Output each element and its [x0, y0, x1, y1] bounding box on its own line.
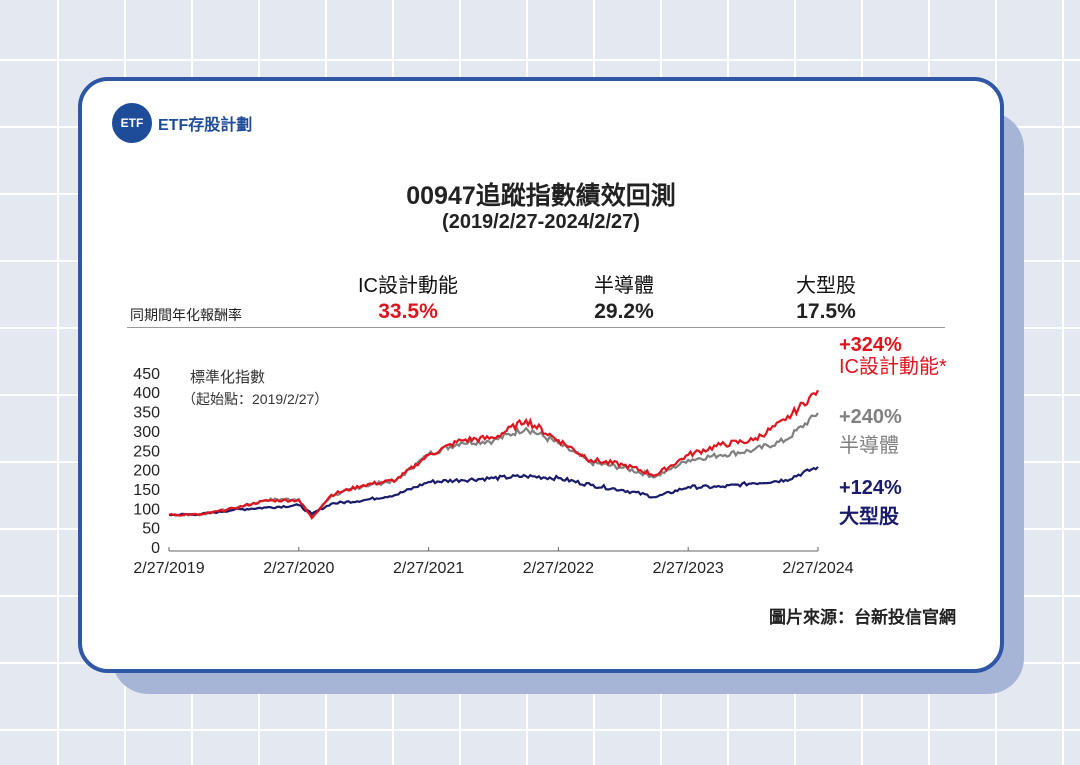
y-tick-label: 300	[133, 424, 160, 441]
card: ETF ETF存股計劃 00947追蹤指數績效回測 (2019/2/27-202…	[78, 77, 1004, 673]
y-tick-label: 250	[133, 443, 160, 460]
x-tick-label: 2/27/2019	[133, 560, 204, 577]
y-tick-label: 100	[133, 501, 160, 518]
line-chart: 0 50 100 150 200 250 300 350 400 450 2/27/2019 2/27…	[133, 334, 947, 577]
y-tick-label: 450	[133, 366, 160, 383]
chart-inner-title: 標準化指數	[190, 369, 265, 386]
x-tick-label: 2/27/2023	[653, 560, 724, 577]
col-header: 半導體	[594, 275, 654, 297]
brand-logo: ETF ETF存股計劃	[112, 103, 252, 143]
x-tick-label: 2/27/2021	[393, 560, 464, 577]
series-name-label: 半導體	[839, 434, 899, 457]
series-name-label: IC設計動能*	[839, 355, 947, 378]
brand-name: ETF存股計劃	[158, 117, 253, 134]
y-tick-label: 400	[133, 385, 160, 402]
series-pct-label: +324%	[839, 334, 902, 356]
col-header: 大型股	[796, 275, 856, 297]
y-tick-label: 350	[133, 405, 160, 422]
x-tick-label: 2/27/2022	[523, 560, 594, 577]
series-line	[168, 389, 819, 520]
chart-inner-subtitle: （起始點：2019/2/27）	[182, 391, 328, 407]
chart-title: 00947追蹤指數績效回測	[406, 182, 676, 210]
y-tick-label: 0	[151, 540, 160, 557]
row-label: 同期間年化報酬率	[130, 307, 242, 323]
x-tick-label: 2/27/2020	[263, 560, 334, 577]
col-header: IC設計動能	[358, 275, 458, 297]
piggy-logo-icon: ETF	[112, 103, 152, 143]
chart-period: (2019/2/27-2024/2/27)	[442, 211, 640, 233]
y-tick-label: 200	[133, 463, 160, 480]
divider	[127, 327, 945, 328]
col-value: 17.5%	[796, 300, 856, 323]
series-line	[168, 466, 819, 517]
col-value: 33.5%	[378, 300, 438, 323]
y-tick-label: 150	[133, 482, 160, 499]
col-value: 29.2%	[594, 300, 654, 323]
y-tick-label: 50	[142, 521, 160, 538]
series-name-label: 大型股	[839, 505, 899, 528]
series-pct-label: +124%	[839, 477, 902, 499]
x-tick-label: 2/27/2024	[782, 560, 853, 577]
series-pct-label: +240%	[839, 406, 902, 428]
source-credit: 圖片來源：台新投信官網	[769, 608, 956, 627]
